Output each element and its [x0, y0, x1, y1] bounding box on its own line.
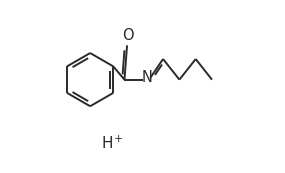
- Text: H: H: [102, 136, 113, 152]
- Text: O: O: [122, 28, 134, 43]
- Text: N: N: [141, 70, 152, 85]
- Text: +: +: [114, 134, 124, 144]
